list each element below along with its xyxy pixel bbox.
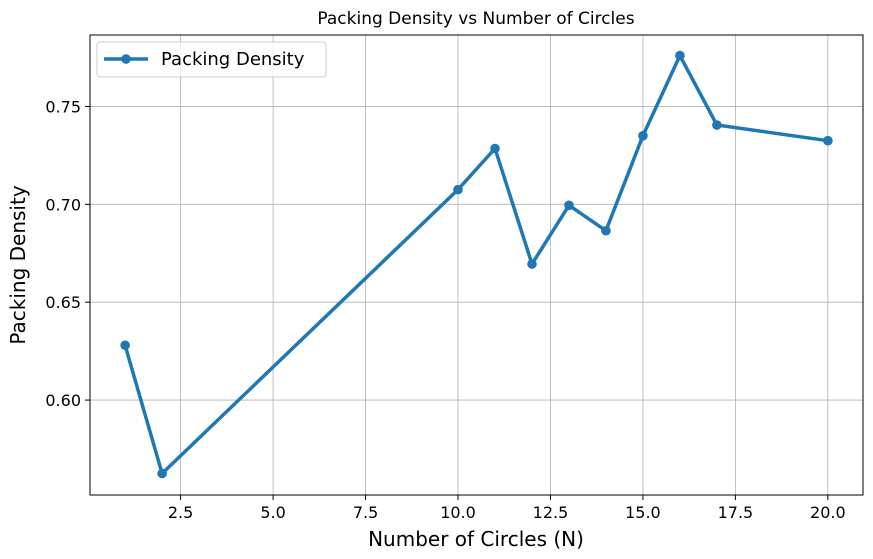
x-axis-title: Number of Circles (N) — [368, 527, 584, 551]
legend-box — [96, 41, 327, 78]
x-tick-label: 10.0 — [440, 503, 476, 522]
data-point — [638, 131, 648, 141]
y-tick-label: 0.70 — [45, 195, 81, 214]
data-point — [490, 143, 500, 154]
data-point — [601, 225, 611, 236]
y-axis-title: Packing Density — [6, 185, 30, 344]
y-tick-label: 0.60 — [45, 391, 81, 410]
chart-title: Packing Density vs Number of Circles — [317, 9, 634, 29]
data-point — [120, 340, 130, 351]
data-point — [675, 50, 685, 61]
legend: Packing Density — [96, 41, 327, 78]
x-tick-label: 12.5 — [533, 503, 569, 522]
y-tick-label: 0.75 — [45, 97, 81, 116]
x-axis: 2.5 5.0 7.5 10.0 12.5 15.0 17.5 20.0 — [168, 495, 846, 522]
x-tick-label: 2.5 — [168, 503, 193, 522]
data-point — [453, 184, 463, 195]
data-point — [823, 135, 833, 146]
data-point — [527, 259, 537, 269]
legend-label: Packing Density — [161, 49, 305, 70]
x-tick-label: 7.5 — [353, 503, 378, 522]
y-axis: 0.60 0.65 0.70 0.75 — [45, 97, 90, 410]
data-point — [157, 468, 167, 479]
x-tick-label: 17.5 — [718, 503, 754, 522]
data-point — [564, 200, 574, 211]
data-point — [712, 120, 722, 130]
x-tick-label: 15.0 — [625, 503, 661, 522]
legend-swatch-marker — [121, 54, 131, 64]
x-tick-label: 20.0 — [810, 503, 846, 522]
plot-frame — [89, 34, 864, 496]
series-layer — [120, 50, 833, 479]
grid-lines — [90, 35, 863, 495]
x-tick-label: 5.0 — [260, 503, 285, 522]
y-tick-label: 0.65 — [45, 293, 81, 312]
